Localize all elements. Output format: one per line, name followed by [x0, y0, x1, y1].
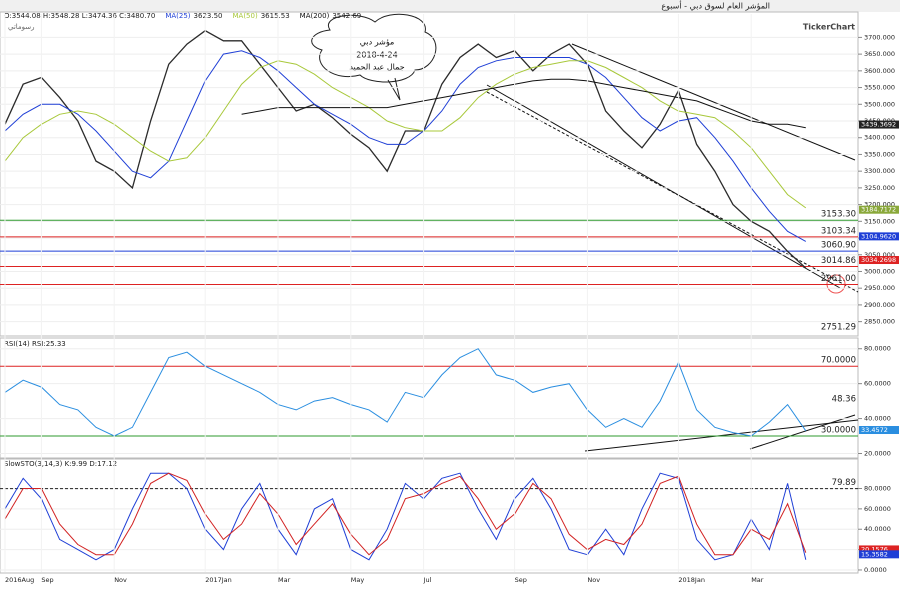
- axis-marker: [859, 550, 899, 559]
- axis-marker-label: 3034.2698: [861, 256, 896, 264]
- x-tick-label: May: [351, 576, 365, 584]
- level-label: 3060.90: [821, 241, 856, 251]
- x-tick-label: Nov: [587, 576, 600, 584]
- y-tick-label: 2900.000: [864, 301, 895, 309]
- legend-text: SlowSTO(3,14,3) K:9.99 D:17.12: [4, 460, 117, 468]
- y-tick-label: 3300.000: [864, 167, 895, 175]
- series-line: [4, 50, 807, 242]
- y-tick-label: 3000.000: [864, 267, 895, 275]
- axis-marker: [859, 120, 899, 129]
- level-label: 79.89: [832, 478, 856, 488]
- title-bar: [0, 0, 900, 12]
- trend-line: [486, 84, 841, 289]
- annotation: 48.36: [832, 394, 856, 404]
- level-label: 3014.86: [821, 256, 856, 266]
- y-tick-label: 2850.000: [864, 318, 895, 326]
- y-tick-label: 3200.000: [864, 201, 895, 209]
- axis-marker-label: 15.3582: [861, 550, 888, 558]
- series-line: [4, 472, 807, 561]
- legend-name: MA(200): [300, 12, 330, 20]
- x-tick-label: Mar: [278, 576, 291, 584]
- y-tick-label: 80.0000: [864, 485, 891, 493]
- axis-marker-label: 3184.7172: [861, 206, 896, 214]
- price-frame: [0, 11, 859, 337]
- trend-line: [571, 43, 856, 161]
- legend-value: 3615.53: [261, 12, 290, 20]
- y-tick-label: 40.0000: [864, 525, 891, 533]
- annotation-text: مؤشر دبي: [360, 38, 395, 47]
- x-tick-label: 2018Jan: [678, 576, 705, 584]
- level-label: 3103.34: [821, 226, 856, 236]
- window-title: المؤشر العام لسوق دبي - أسبوع: [661, 1, 770, 11]
- legend-text: RSI(14) RSI:25.33: [4, 340, 66, 348]
- legend-name: MA(25): [165, 12, 190, 20]
- y-tick-label: 3150.000: [864, 217, 895, 225]
- axis-marker: [859, 426, 899, 435]
- y-tick-label: 60.0000: [864, 380, 891, 388]
- axis-marker: [859, 545, 899, 554]
- series-line: [4, 348, 807, 437]
- y-tick-label: 3600.000: [864, 67, 895, 75]
- annotation: 2751.29: [821, 323, 856, 333]
- y-tick-label: 3350.000: [864, 150, 895, 158]
- tab[interactable]: رسوماتي: [8, 23, 35, 31]
- x-tick-label: Mar: [751, 576, 764, 584]
- axis-marker-label: 3104.9620: [861, 232, 896, 240]
- rsi-frame: [0, 337, 859, 459]
- level-label: 70.0000: [821, 356, 856, 366]
- legend-text: O:3544.08 H:3548.28 L:3474.36 C:3480.70: [4, 12, 155, 20]
- y-tick-label: 20.0000: [864, 450, 891, 458]
- axis-marker-label: 33.4572: [861, 426, 888, 434]
- trend-line: [749, 414, 856, 450]
- y-tick-label: 3550.000: [864, 84, 895, 92]
- y-tick-label: 2950.000: [864, 284, 895, 292]
- axis-marker: [859, 232, 899, 241]
- axis-marker-label: 20.1576: [861, 545, 888, 553]
- axis-marker: [859, 256, 899, 265]
- y-tick-label: 60.0000: [864, 505, 891, 513]
- trend-line: [584, 419, 859, 452]
- level-label: 2961.00: [821, 274, 856, 284]
- y-tick-label: 80.0000: [864, 345, 891, 353]
- y-tick-label: 3250.000: [864, 184, 895, 192]
- x-tick-label: 2017Jan: [205, 576, 232, 584]
- series-line: [241, 78, 806, 129]
- y-tick-label: 3500.000: [864, 100, 895, 108]
- x-tick-label: Sep: [41, 576, 53, 584]
- y-tick-label: 3700.000: [864, 33, 895, 41]
- brand: TickerChart: [803, 23, 855, 32]
- series-line: [4, 29, 807, 269]
- annotation-text: جمال عبد الحميد: [349, 63, 404, 72]
- x-tick-label: Sep: [515, 576, 527, 584]
- trend-line: [486, 91, 859, 293]
- y-tick-label: 3650.000: [864, 50, 895, 58]
- level-label: 3153.30: [821, 210, 856, 220]
- legend-name: MA(50): [233, 12, 258, 20]
- legend-value: 3623.50: [194, 12, 223, 20]
- x-tick-label: Jul: [423, 576, 432, 584]
- y-tick-label: 3050.000: [864, 251, 895, 259]
- axis-marker: [859, 205, 899, 214]
- highlight-circle: [826, 274, 846, 294]
- x-tick-label: Nov: [114, 576, 127, 584]
- annotation-bubble: [311, 13, 437, 101]
- annotation-text: 2018-4-24: [356, 51, 397, 60]
- axis-marker-label: 3439.3692: [861, 121, 896, 129]
- level-label: 30.0000: [821, 426, 856, 436]
- series-line: [4, 60, 807, 209]
- y-tick-label: 40.0000: [864, 415, 891, 423]
- legend-value: 3542.69: [332, 12, 361, 20]
- y-tick-label: 3400.000: [864, 134, 895, 142]
- y-tick-label: 0.0000: [864, 566, 887, 574]
- x-tick-label: 2016Aug: [5, 576, 34, 584]
- series-line: [4, 472, 807, 556]
- stoch-frame: [0, 458, 859, 574]
